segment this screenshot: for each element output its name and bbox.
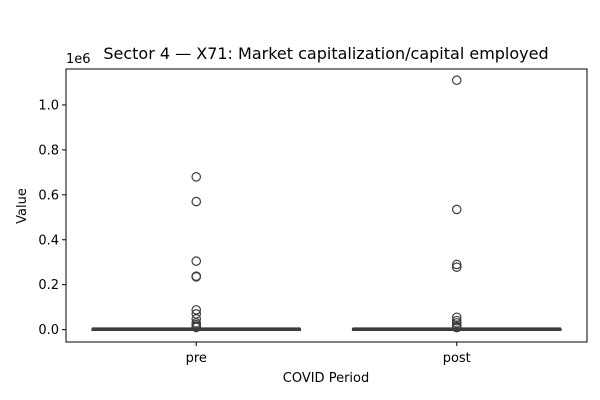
plot-area <box>65 68 588 343</box>
y-tick-label: 0.0 <box>38 323 59 338</box>
plot-frame <box>65 68 588 343</box>
outlier-point <box>451 262 462 272</box>
outlier-point <box>191 322 202 333</box>
outlier-point <box>191 196 202 207</box>
y-tick-label: 0.8 <box>38 143 59 158</box>
y-tick-label: 1.0 <box>38 98 59 113</box>
y-axis: 0.0 0.2 0.4 0.6 0.8 1.0 <box>38 98 66 338</box>
y-axis-label: Value <box>15 188 30 224</box>
y-tick-label: 0.6 <box>38 188 59 203</box>
chart-title: Sector 4 — X71: Market capitalization/ca… <box>103 44 548 63</box>
x-axis: pre post <box>186 342 471 366</box>
y-tick-label: 0.2 <box>38 278 59 293</box>
outlier-point <box>451 259 462 270</box>
outlier-point <box>451 204 462 215</box>
outlier-point <box>451 75 462 86</box>
y-tick-label: 0.4 <box>38 233 59 248</box>
y-offset-label: 1e6 <box>66 52 91 67</box>
outlier-point <box>191 256 202 266</box>
outlier-point <box>451 322 462 333</box>
x-tick-label: post <box>443 351 471 366</box>
outlier-point <box>191 272 202 282</box>
x-tick-label: pre <box>186 351 207 366</box>
outlier-point <box>191 172 202 182</box>
x-axis-label: COVID Period <box>283 371 370 386</box>
